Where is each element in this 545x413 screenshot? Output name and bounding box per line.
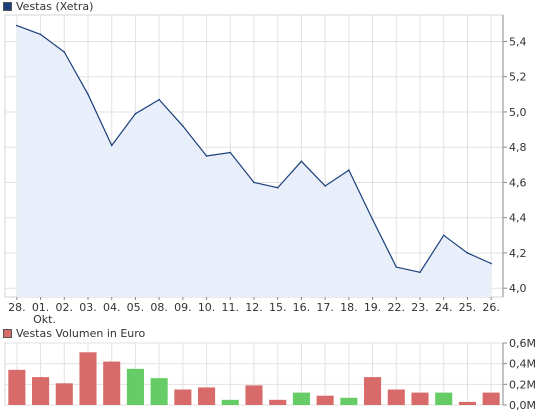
volume-bar xyxy=(292,392,310,405)
volume-bar xyxy=(103,361,121,405)
price-legend-swatch xyxy=(3,2,12,11)
price-data-point xyxy=(158,98,160,101)
volume-bar xyxy=(174,389,192,405)
price-xtick-label: 24. xyxy=(435,301,453,314)
volume-bar xyxy=(126,368,144,405)
volume-bar xyxy=(32,377,50,405)
price-ytick-label: 5,4 xyxy=(509,35,527,48)
volume-ytick-label: 0,4M xyxy=(509,358,536,371)
volume-bar xyxy=(245,385,263,405)
volume-bar xyxy=(458,401,476,405)
price-data-point xyxy=(16,24,18,27)
price-xtick-label: 17. xyxy=(316,301,334,314)
price-ytick-label: 4,4 xyxy=(509,212,527,225)
price-data-point xyxy=(348,169,350,171)
volume-bar xyxy=(411,392,429,405)
price-data-point xyxy=(87,93,89,96)
price-xtick-label: 26. xyxy=(482,301,500,314)
price-xtick-label: 25. xyxy=(459,301,477,314)
price-xtick-label: 19. xyxy=(364,301,382,314)
volume-bar xyxy=(8,369,26,405)
volume-bar xyxy=(316,395,334,405)
price-ytick-label: 4,2 xyxy=(509,247,527,260)
price-data-point xyxy=(182,125,184,127)
price-xtick-label: 23. xyxy=(411,301,429,314)
price-xtick-label: 16. xyxy=(293,301,311,314)
price-xtick-label: 08. xyxy=(150,301,168,314)
price-data-point xyxy=(300,160,303,163)
price-data-point xyxy=(253,181,255,184)
price-xtick-label: 22. xyxy=(388,301,406,314)
price-data-point xyxy=(205,155,208,157)
volume-bar xyxy=(364,377,382,405)
price-xtick-label: 04. xyxy=(103,301,121,314)
price-xtick-label: 10. xyxy=(198,301,216,314)
price-xtick-label: 02. xyxy=(56,301,74,314)
price-data-point xyxy=(134,112,137,115)
volume-legend: Vestas Volumen in Euro xyxy=(3,327,145,340)
price-xtick-label: 11. xyxy=(222,301,240,314)
price-data-point xyxy=(110,144,113,147)
price-data-point xyxy=(490,262,492,265)
price-ytick-label: 4,8 xyxy=(509,141,527,154)
price-ytick-label: 5,2 xyxy=(509,71,527,84)
volume-ytick-label: 0,2M xyxy=(509,378,536,391)
price-xtick-label: 09. xyxy=(174,301,192,314)
price-data-point xyxy=(466,252,469,254)
volume-bar xyxy=(79,352,97,405)
price-data-point xyxy=(442,234,445,237)
price-xtick-sublabel: Okt. xyxy=(33,313,56,326)
volume-legend-label: Vestas Volumen in Euro xyxy=(16,327,146,340)
volume-bar xyxy=(387,389,405,405)
price-legend-label: Vestas (Xetra) xyxy=(16,0,94,13)
volume-bar xyxy=(221,399,239,405)
volume-bar xyxy=(269,399,287,405)
price-data-point xyxy=(324,185,326,187)
price-data-point xyxy=(229,151,232,154)
volume-bar xyxy=(55,383,73,405)
price-xtick-label: 18. xyxy=(340,301,358,314)
price-ytick-label: 4,0 xyxy=(509,282,527,295)
volume-ytick-label: 0,6M xyxy=(509,337,536,350)
price-ytick-label: 4,6 xyxy=(509,176,527,189)
price-data-point xyxy=(63,51,66,53)
volume-bar xyxy=(150,378,168,405)
price-xtick-label: 12. xyxy=(245,301,263,314)
volume-ytick-label: 0,0M xyxy=(509,399,536,412)
price-data-point xyxy=(395,266,398,268)
volume-bar xyxy=(198,387,216,405)
volume-bar xyxy=(435,392,453,405)
price-xtick-label: 15. xyxy=(269,301,287,314)
price-xtick-label: 01. xyxy=(32,301,50,314)
price-data-point xyxy=(276,186,279,189)
volume-bar xyxy=(482,392,500,405)
price-xtick-label: 05. xyxy=(127,301,145,314)
price-area-fill xyxy=(16,25,492,297)
volume-bar xyxy=(340,397,358,405)
volume-legend-swatch xyxy=(3,329,12,338)
price-legend: Vestas (Xetra) xyxy=(3,0,93,13)
price-data-point xyxy=(39,33,42,36)
price-data-point xyxy=(419,271,421,274)
price-xtick-label: 28. xyxy=(8,301,26,314)
price-ytick-label: 5,0 xyxy=(509,106,527,119)
price-data-point xyxy=(371,218,374,221)
price-xtick-label: 03. xyxy=(79,301,97,314)
